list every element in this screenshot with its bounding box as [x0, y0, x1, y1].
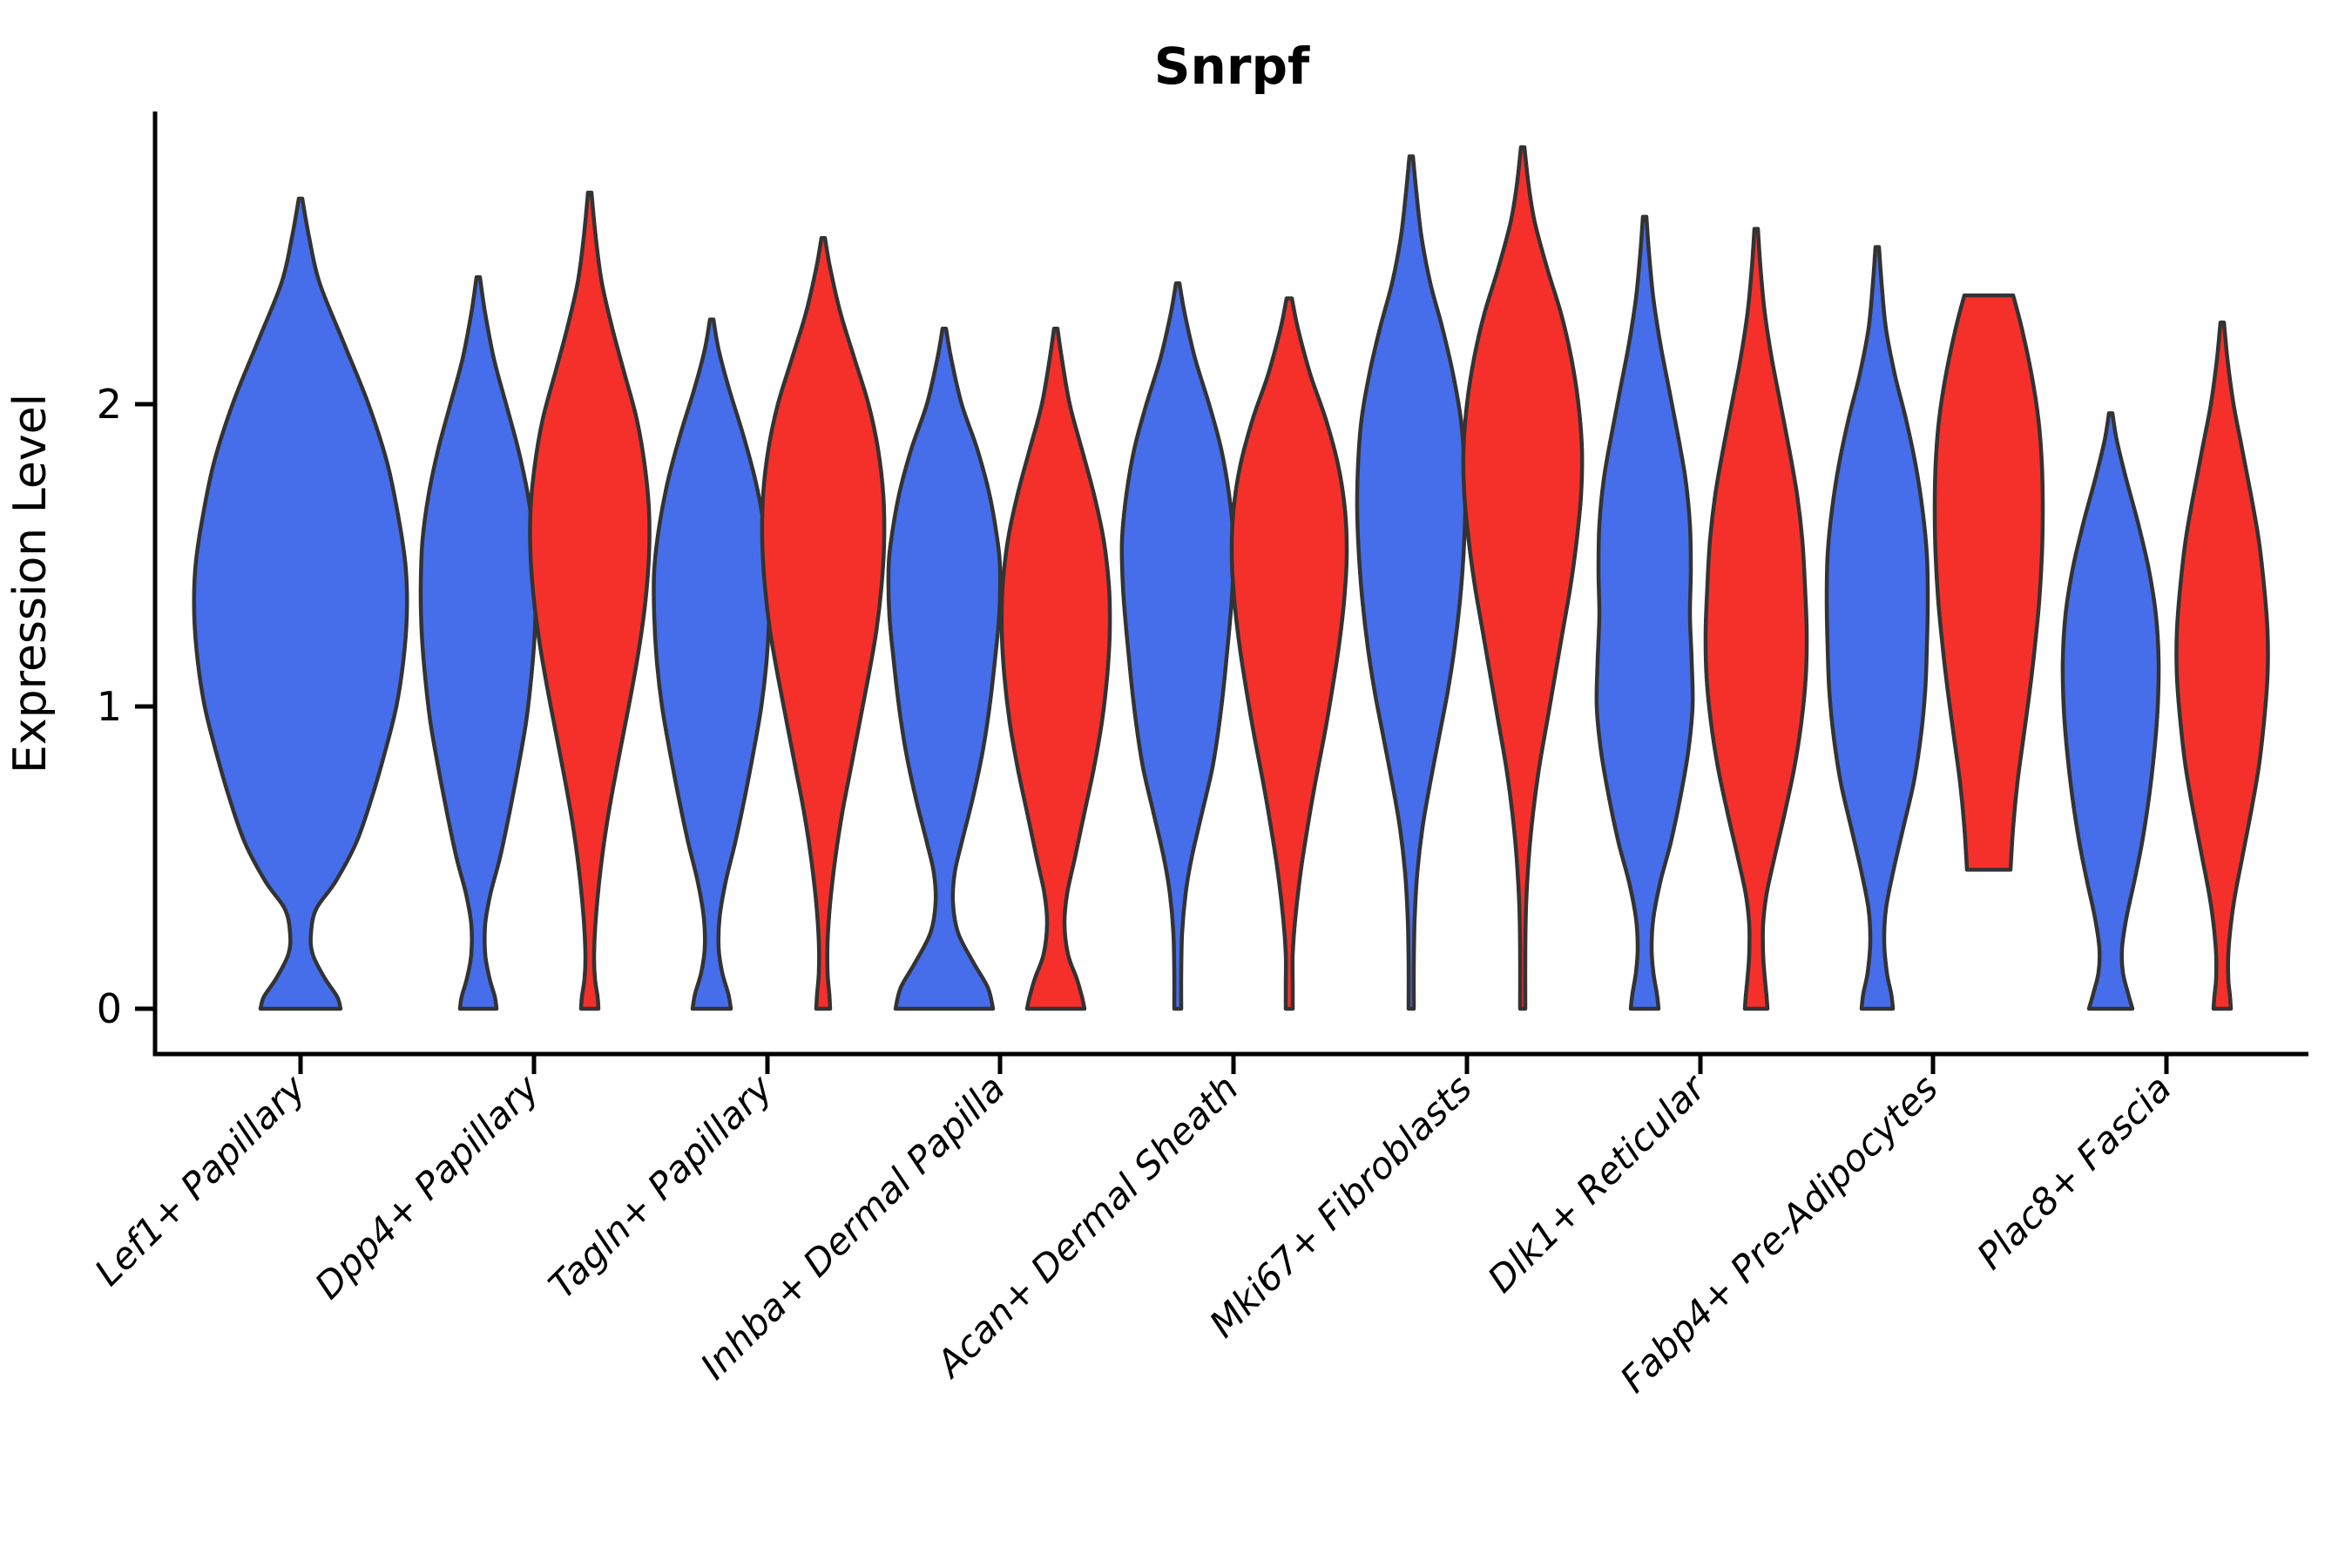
violin-dpp4-papillary-red [528, 190, 652, 1011]
y-axis-label: Expression Level [4, 394, 57, 774]
violin-mki67-fibroblasts-blue [1355, 154, 1468, 1011]
violin-inhba-dermal-papilla-blue [886, 327, 1003, 1011]
axes-layer [152, 112, 2308, 1057]
x-tick-label-lef1-papillary: Lef1+ Papillary [86, 1066, 314, 1294]
violin-acan-dermal-sheath-red [1229, 296, 1349, 1011]
y-tick-label: 2 [97, 381, 122, 428]
x-tick-label-mki67-fibroblasts: Mki67+ Fibroblasts [1201, 1066, 1480, 1345]
violin-inhba-dermal-papilla-red [999, 327, 1112, 1011]
violin-fabp4-pre-adipocytes-blue [1824, 245, 1930, 1011]
y-tick-labels: 0 1 2 [97, 381, 155, 1032]
violin-fabp4-pre-adipocytes-red [1932, 293, 2045, 872]
y-tick-label: 0 [97, 985, 122, 1032]
x-tick-label-dlk1-reticular: Dlk1+ Reticular [1479, 1064, 1715, 1301]
violin-dpp4-papillary-blue [418, 275, 538, 1011]
violin-dlk1-reticular-blue [1594, 214, 1695, 1011]
plot-title: Snrpf [1154, 37, 1310, 96]
violin-tagln-papillary-red [760, 235, 887, 1011]
violin-plac8-fascia-red [2174, 321, 2270, 1011]
x-tick-label-plac8-fascia: Plac8+ Fascia [1969, 1066, 2180, 1277]
violin-mki67-fibroblasts-red [1461, 145, 1585, 1011]
violins-layer [192, 145, 2270, 1011]
x-tick-label-tagln-papillary: Tagln+ Papillary [540, 1066, 781, 1308]
x-tick-label-dpp4-papillary: Dpp4+ Papillary [307, 1066, 548, 1308]
violin-plac8-fascia-blue [2060, 411, 2161, 1011]
violin-tagln-papillary-blue [652, 317, 772, 1011]
violin-lef1-papillary-blue [192, 196, 409, 1011]
y-tick-label: 1 [97, 683, 122, 730]
violin-dlk1-reticular-red [1703, 226, 1809, 1011]
violin-acan-dermal-sheath-blue [1119, 280, 1236, 1011]
